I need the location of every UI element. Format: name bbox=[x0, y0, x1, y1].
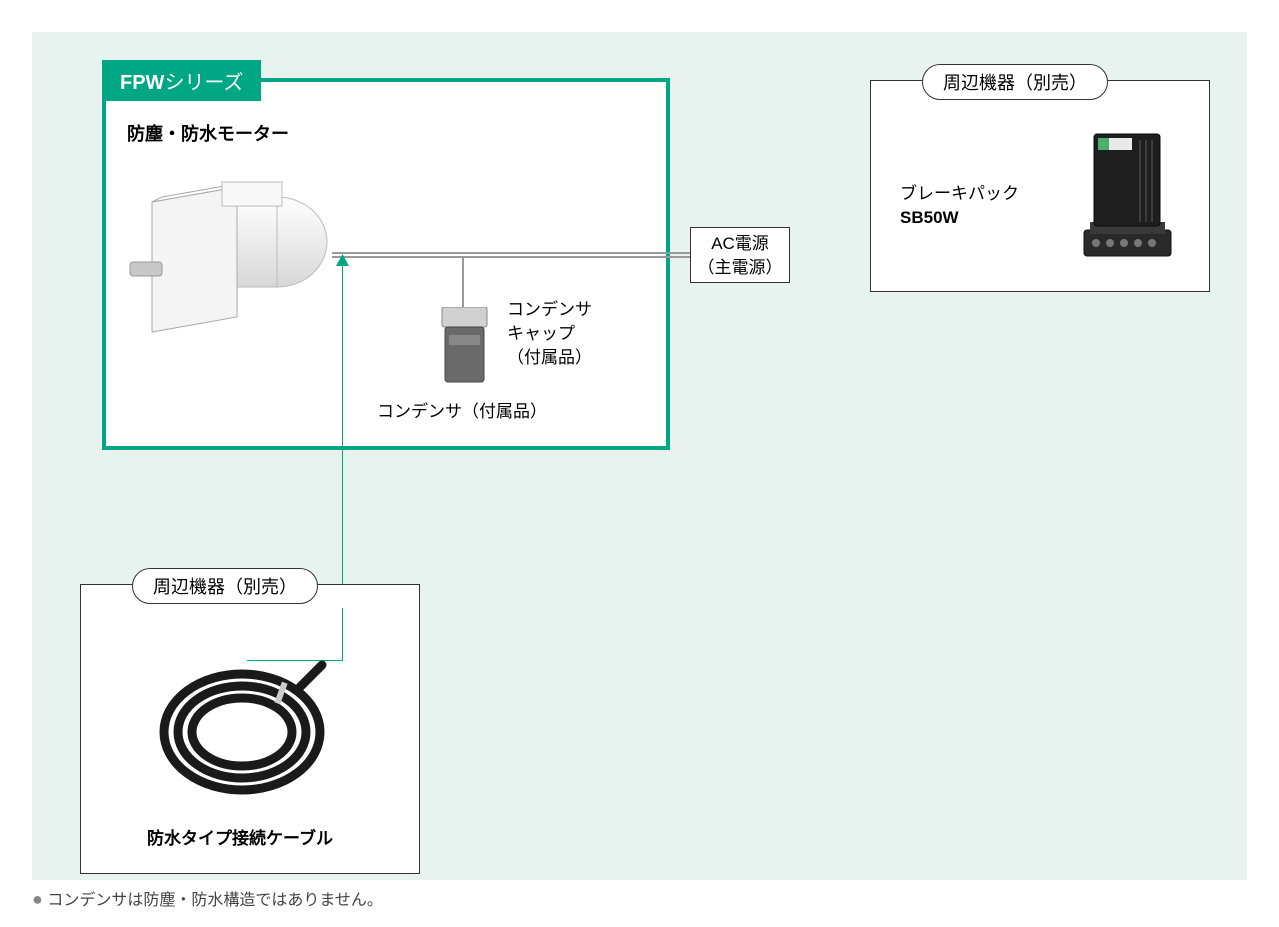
connector-green-line bbox=[342, 258, 343, 608]
connector-green-line-inner-v bbox=[342, 608, 343, 660]
ac-line2: （主電源） bbox=[698, 258, 783, 277]
diagram-canvas: FPWシリーズ 防塵・防水モーター bbox=[32, 32, 1247, 880]
periph-right-pill: 周辺機器（別売） bbox=[922, 64, 1108, 100]
bullet-icon: ● bbox=[32, 889, 43, 909]
brakepack-illustration bbox=[1080, 122, 1175, 262]
motor-title: 防塵・防水モーター bbox=[127, 120, 289, 146]
wire-drop-capacitor bbox=[462, 256, 464, 311]
footnote: ● コンデンサは防塵・防水構造ではありません。 bbox=[32, 886, 383, 910]
capacitor-illustration bbox=[437, 307, 492, 387]
ac-power-box: AC電源 （主電源） bbox=[690, 227, 790, 283]
footnote-text: コンデンサは防塵・防水構造ではありません。 bbox=[47, 892, 383, 909]
wire-motor-to-ac bbox=[332, 252, 692, 254]
ac-line1: AC電源 bbox=[711, 234, 769, 253]
fpw-tab-prefix: FPW bbox=[120, 72, 164, 94]
connector-arrowhead bbox=[336, 254, 349, 266]
periph-left-pill: 周辺機器（別売） bbox=[132, 568, 318, 604]
fpw-tab: FPWシリーズ bbox=[102, 60, 261, 101]
wire-motor-to-ac-2 bbox=[332, 256, 692, 258]
fpw-tab-suffix: シリーズ bbox=[164, 72, 243, 94]
periph-left-label: 防水タイプ接続ケーブル bbox=[147, 824, 333, 849]
capacitor-label: コンデンサ（付属品） bbox=[377, 397, 547, 422]
capacitor-cap-label: コンデンサ キャップ （付属品） bbox=[507, 298, 592, 369]
periph-right-label: ブレーキパック SB50W bbox=[900, 182, 1019, 230]
cable-illustration bbox=[150, 647, 335, 807]
motor-illustration bbox=[122, 162, 342, 352]
